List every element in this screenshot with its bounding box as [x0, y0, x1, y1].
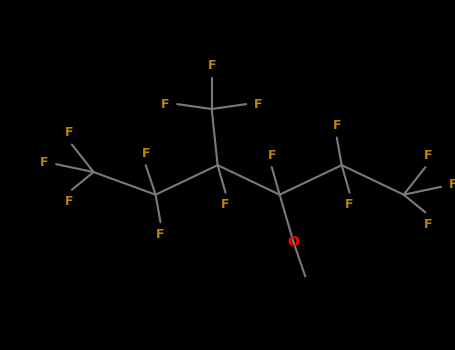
Text: F: F [161, 98, 170, 111]
Text: F: F [333, 119, 341, 132]
Text: F: F [449, 178, 455, 191]
Text: F: F [65, 195, 73, 208]
Text: F: F [424, 218, 433, 231]
Text: F: F [254, 98, 262, 111]
Text: F: F [40, 156, 49, 169]
Text: F: F [221, 198, 230, 211]
Text: F: F [345, 198, 354, 211]
Text: F: F [268, 149, 276, 162]
Text: O: O [288, 235, 299, 249]
Text: F: F [424, 149, 433, 162]
Text: F: F [207, 59, 216, 72]
Text: F: F [65, 126, 73, 139]
Text: F: F [156, 228, 165, 240]
Text: F: F [142, 147, 150, 160]
